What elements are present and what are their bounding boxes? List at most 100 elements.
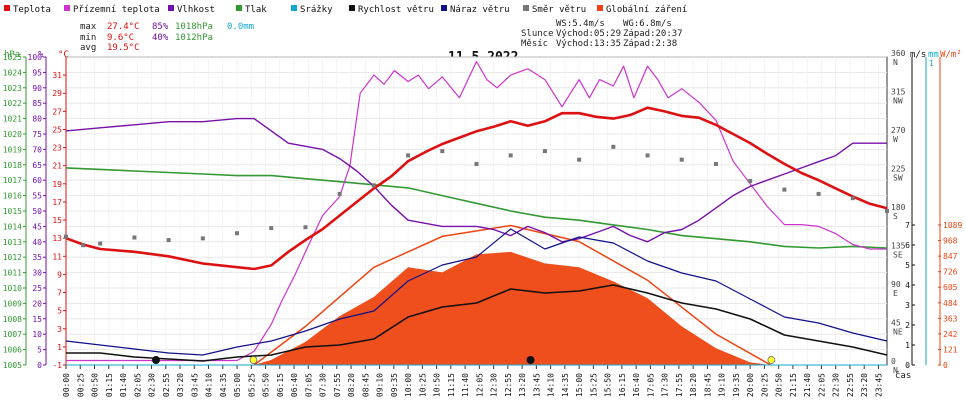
x-tick-label: 00:50 bbox=[91, 373, 100, 397]
pressure-axis-tick-label: 1020 bbox=[3, 130, 22, 139]
wind-dir-tick-label: 225 bbox=[891, 165, 906, 174]
x-tick-label: 02:55 bbox=[162, 373, 171, 397]
pressure-axis-tick-label: 1017 bbox=[3, 176, 22, 185]
humidity-axis-tick-label: 35 bbox=[32, 253, 42, 262]
wind-dir-point bbox=[885, 209, 889, 213]
wind-axis-tick-label: 3 bbox=[905, 301, 910, 310]
info-sun-label: Slunce bbox=[521, 29, 554, 39]
stats-max-label: max bbox=[80, 22, 97, 32]
moonset-marker bbox=[151, 356, 160, 364]
x-tick-label: 20:00 bbox=[746, 373, 755, 397]
x-tick-label: 02:30 bbox=[148, 373, 157, 397]
legend-label: Přízemní teplota bbox=[73, 5, 160, 15]
temperature-axis-tick-label: 25 bbox=[52, 125, 62, 134]
x-tick-label: 18:45 bbox=[703, 373, 712, 397]
wind-dir-point bbox=[132, 235, 137, 240]
pressure-axis-tick-label: 1010 bbox=[3, 284, 22, 293]
x-tick-label: 20:25 bbox=[760, 373, 769, 397]
x-tick-label: 13:45 bbox=[532, 373, 541, 397]
pressure-axis-tick-label: 1021 bbox=[3, 115, 22, 124]
x-tick-label: 09:10 bbox=[376, 373, 385, 397]
x-tick-label: 15:25 bbox=[589, 373, 598, 397]
stats-max-hum: 85% bbox=[152, 22, 169, 32]
temperature-axis-tick-label: 27 bbox=[52, 107, 62, 116]
humidity-axis-tick-label: 10 bbox=[32, 330, 42, 339]
stats-min-hum: 40% bbox=[152, 33, 169, 43]
info-wg: WG:6.8m/s bbox=[623, 19, 672, 29]
radiation-axis-tick-label: 968 bbox=[943, 237, 958, 246]
wind-axis-tick-label: 7 bbox=[905, 221, 910, 230]
temperature-axis-tick-label: 31 bbox=[52, 71, 62, 80]
x-tick-label: 22:05 bbox=[817, 373, 826, 397]
wind-dir-compass-label: NW bbox=[893, 97, 903, 106]
x-tick-label: 16:40 bbox=[632, 373, 641, 397]
x-tick-label: 17:30 bbox=[661, 373, 670, 397]
humidity-axis-tick-label: 5 bbox=[37, 346, 42, 355]
pressure-axis-tick-label: 1025 bbox=[3, 53, 22, 62]
pressure-axis-tick-label: 1013 bbox=[3, 238, 22, 247]
x-tick-label: 12:55 bbox=[504, 373, 513, 397]
legend-swatch bbox=[4, 5, 10, 11]
pressure-axis-tick-label: 1014 bbox=[3, 222, 22, 231]
wind-dir-point bbox=[98, 241, 103, 246]
info-ws: WS:5.4m/s bbox=[556, 19, 605, 29]
humidity-axis-tick-label: 15 bbox=[32, 315, 42, 324]
humidity-axis-tick-label: 80 bbox=[32, 115, 42, 124]
x-tick-label: 05:50 bbox=[262, 373, 271, 397]
series-wind-speed bbox=[66, 284, 888, 362]
sunrise-marker bbox=[249, 356, 258, 364]
stats-max-temp: 27.4°C bbox=[107, 22, 140, 32]
wind-dir-tick-label: 90 bbox=[891, 280, 901, 289]
legend-swatch bbox=[168, 5, 174, 11]
x-tick-label: 04:10 bbox=[205, 373, 214, 397]
series-wind-gust bbox=[65, 228, 888, 356]
wind-axis-tick-label: 1 bbox=[905, 341, 910, 350]
wind-dir-point bbox=[371, 183, 376, 188]
series-global-radiation bbox=[254, 251, 771, 365]
humidity-axis-tick-label: 20 bbox=[32, 299, 42, 308]
pressure-axis-tick-label: 1018 bbox=[3, 161, 22, 170]
temperature-axis-tick-label: 23 bbox=[52, 144, 62, 153]
x-tick-label: 17:05 bbox=[646, 373, 655, 397]
radiation-axis-tick-label: 726 bbox=[943, 268, 958, 277]
radiation-axis-tick-label: 605 bbox=[943, 283, 958, 292]
legend-swatch bbox=[291, 5, 297, 11]
x-tick-label: 03:45 bbox=[190, 373, 199, 397]
legend-label: Náraz větru bbox=[450, 5, 510, 15]
stats-block: max 27.4°C 85% 1018hPa 0.0mm min 9.6°C 4… bbox=[80, 22, 254, 53]
unit-time: čas bbox=[895, 370, 911, 381]
stats-min-temp: 9.6°C bbox=[107, 33, 134, 43]
legend-label: Směr větru bbox=[532, 5, 586, 15]
wind-dir-point bbox=[474, 161, 479, 166]
temperature-axis-tick-label: -1 bbox=[52, 361, 62, 370]
humidity-axis-tick-label: 85 bbox=[32, 99, 42, 108]
wind-dir-point bbox=[748, 179, 753, 184]
wind-axis-tick-label: 0 bbox=[905, 361, 910, 370]
unit-mm: mm bbox=[928, 50, 939, 60]
x-tick-label: 23:20 bbox=[860, 373, 869, 397]
pressure-axis-tick-label: 1016 bbox=[3, 192, 22, 201]
x-tick-label: 14:10 bbox=[547, 373, 556, 397]
temperature-axis-tick-label: 9 bbox=[57, 270, 62, 279]
wind-axis-tick-label: 6 bbox=[905, 241, 910, 250]
legend-label: Teplota bbox=[13, 5, 51, 15]
wind-dir-point bbox=[850, 196, 855, 201]
x-tick-label: 10:25 bbox=[418, 373, 427, 397]
x-tick-label: 03:20 bbox=[176, 373, 185, 397]
x-tick-label: 04:35 bbox=[219, 373, 228, 397]
wind-dir-compass-label: N bbox=[893, 366, 898, 375]
wind-dir-tick-label: 180 bbox=[891, 203, 906, 212]
wind-dir-point bbox=[508, 153, 513, 158]
stats-precip: 0.0mm bbox=[227, 22, 254, 32]
legend-swatch bbox=[349, 5, 355, 11]
humidity-axis-tick-label: 65 bbox=[32, 161, 42, 170]
pressure-axis-tick-label: 1012 bbox=[3, 253, 22, 262]
x-tick-label: 01:40 bbox=[119, 373, 128, 397]
pressure-axis-tick-label: 1007 bbox=[3, 330, 22, 339]
pressure-axis-tick-label: 1009 bbox=[3, 299, 22, 308]
x-tick-label: 10:00 bbox=[404, 373, 413, 397]
x-tick-label: 08:45 bbox=[361, 373, 370, 397]
x-tick-label: 19:35 bbox=[732, 373, 741, 397]
wind-dir-point bbox=[64, 234, 68, 239]
temperature-axis-tick-label: 1 bbox=[57, 343, 62, 352]
